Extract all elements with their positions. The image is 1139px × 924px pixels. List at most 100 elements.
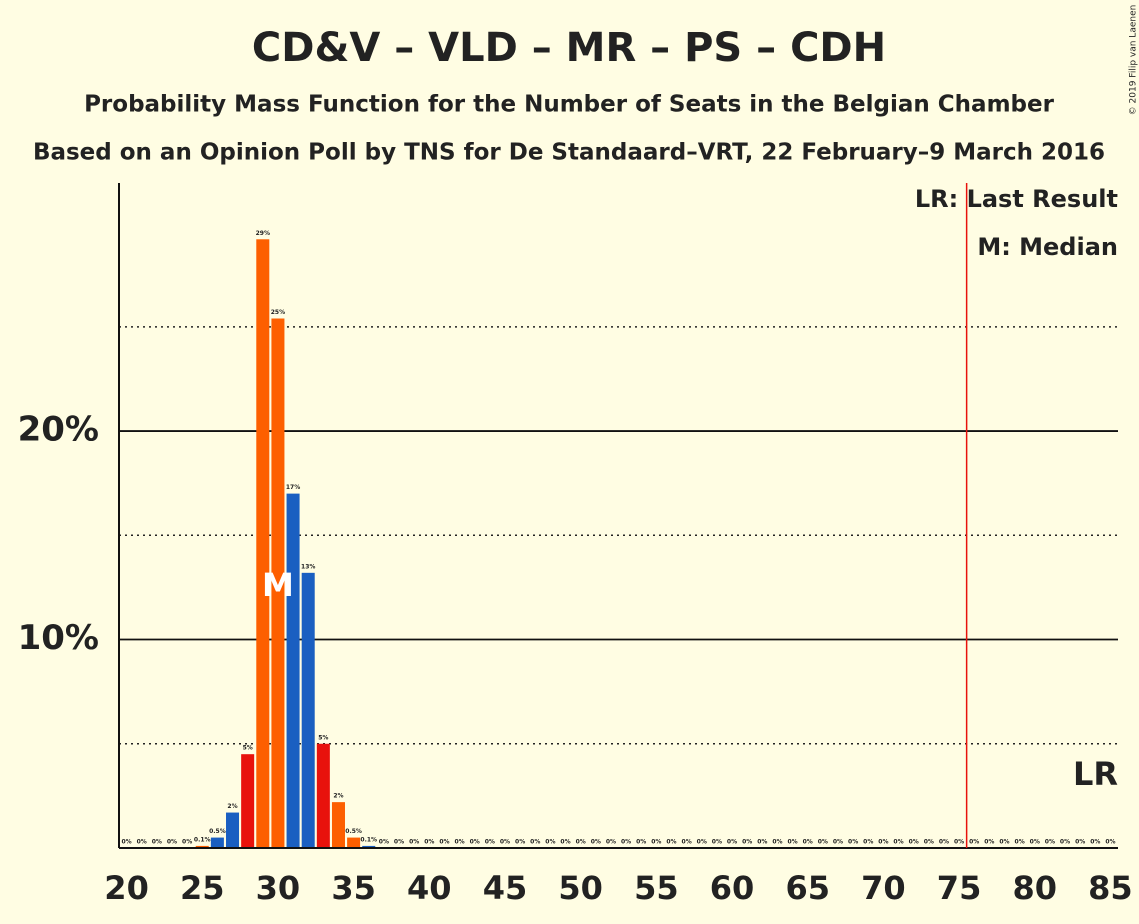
x-tick-label: 20 <box>104 869 149 907</box>
value-label: 0% <box>984 839 994 846</box>
value-label: 0% <box>137 839 147 846</box>
value-label: 0% <box>515 839 525 846</box>
value-label: 0% <box>712 839 722 846</box>
value-label: 0% <box>545 839 555 846</box>
bar <box>256 239 270 848</box>
value-label: 0.1% <box>194 836 211 843</box>
bar <box>286 493 300 848</box>
value-label: 0% <box>606 839 616 846</box>
legend-entry: LR: Last Result <box>915 185 1118 213</box>
value-label: 0% <box>1030 839 1040 846</box>
value-label: 0% <box>152 839 162 846</box>
legend-entry: M: Median <box>977 233 1118 261</box>
value-label: 0% <box>1060 839 1070 846</box>
value-label: 0% <box>999 839 1009 846</box>
value-label: 0% <box>1015 839 1025 846</box>
value-label: 0% <box>500 839 510 846</box>
value-label: 0% <box>1090 839 1100 846</box>
x-tick-label: 50 <box>558 869 603 907</box>
value-label: 0% <box>636 839 646 846</box>
value-label: 29% <box>256 230 270 237</box>
last-result-label: LR <box>1073 755 1118 793</box>
value-label: 5% <box>243 745 253 752</box>
value-label: 13% <box>301 563 315 570</box>
value-label: 0% <box>803 839 813 846</box>
value-label: 0% <box>848 839 858 846</box>
x-tick-label: 45 <box>483 869 528 907</box>
bar <box>210 837 224 848</box>
chart-subtitle: Based on an Opinion Poll by TNS for De S… <box>33 140 1105 166</box>
value-label: 0% <box>757 839 767 846</box>
x-tick-label: 25 <box>180 869 225 907</box>
value-label: 0% <box>772 839 782 846</box>
value-label: 0% <box>560 839 570 846</box>
value-label: 0% <box>833 839 843 846</box>
x-tick-label: 60 <box>710 869 755 907</box>
value-label: 5% <box>318 734 328 741</box>
bar <box>271 318 285 848</box>
value-label: 0% <box>454 839 464 846</box>
x-tick-label: 65 <box>785 869 830 907</box>
bar <box>301 572 315 848</box>
value-label: 0% <box>591 839 601 846</box>
value-label: 0% <box>954 839 964 846</box>
chart-title: CD&V – VLD – MR – PS – CDH <box>252 25 886 71</box>
value-label: 0% <box>893 839 903 846</box>
value-label: 0% <box>682 839 692 846</box>
value-label: 0% <box>379 839 389 846</box>
value-label: 0% <box>1075 839 1085 846</box>
x-tick-label: 80 <box>1012 869 1057 907</box>
x-tick-label: 35 <box>331 869 376 907</box>
value-label: 0% <box>621 839 631 846</box>
bar <box>316 743 330 848</box>
value-label: 0% <box>409 839 419 846</box>
x-tick-label: 55 <box>634 869 679 907</box>
value-label: 0% <box>742 839 752 846</box>
value-label: 0% <box>470 839 480 846</box>
value-label: 0% <box>485 839 495 846</box>
x-tick-label: 75 <box>937 869 982 907</box>
x-tick-label: 70 <box>861 869 906 907</box>
bar <box>241 754 255 848</box>
value-label: 0.5% <box>345 828 362 835</box>
bar <box>331 802 345 848</box>
bar <box>362 845 376 848</box>
value-label: 0.1% <box>360 836 377 843</box>
value-label: 0% <box>878 839 888 846</box>
value-label: 0% <box>1105 839 1115 846</box>
value-label: 0% <box>924 839 934 846</box>
value-label: 2% <box>227 803 237 810</box>
value-label: 0% <box>939 839 949 846</box>
value-label: 0% <box>697 839 707 846</box>
chart-subtitle: Probability Mass Function for the Number… <box>84 92 1055 118</box>
bar <box>347 837 361 848</box>
x-tick-label: 85 <box>1088 869 1133 907</box>
median-label: M <box>262 566 294 604</box>
value-label: 0% <box>818 839 828 846</box>
value-label: 0% <box>969 839 979 846</box>
value-label: 0% <box>121 839 131 846</box>
value-label: 0% <box>727 839 737 846</box>
value-label: 2% <box>333 793 343 800</box>
y-tick-label: 20% <box>18 410 99 450</box>
value-label: 0% <box>424 839 434 846</box>
value-label: 0% <box>530 839 540 846</box>
value-label: 0% <box>863 839 873 846</box>
value-label: 25% <box>271 309 285 316</box>
value-label: 0% <box>651 839 661 846</box>
value-label: 0% <box>182 839 192 846</box>
value-label: 0% <box>576 839 586 846</box>
value-label: 0% <box>666 839 676 846</box>
value-label: 0% <box>909 839 919 846</box>
value-label: 0% <box>439 839 449 846</box>
value-label: 0% <box>787 839 797 846</box>
bar <box>226 812 240 848</box>
bar <box>195 845 209 848</box>
x-tick-label: 30 <box>256 869 301 907</box>
value-label: 0.5% <box>209 828 226 835</box>
copyright: © 2019 Filip van Laenen <box>1129 5 1139 116</box>
value-label: 0% <box>167 839 177 846</box>
value-label: 0% <box>1045 839 1055 846</box>
